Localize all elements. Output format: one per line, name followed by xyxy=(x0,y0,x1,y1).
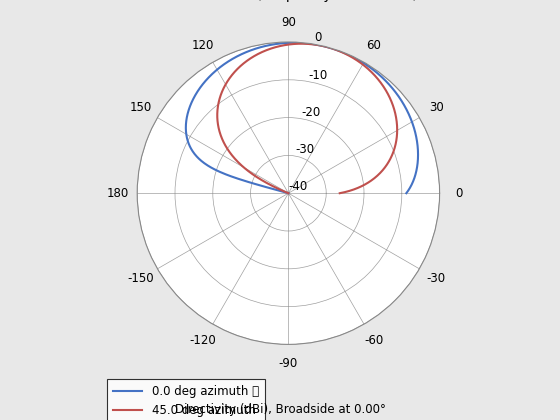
45.0 deg azimuth xyxy=(324,45,331,50)
Text: Directivity (dBi), Broadside at 0.00°: Directivity (dBi), Broadside at 0.00° xyxy=(175,403,385,416)
45.0 deg azimuth xyxy=(223,146,230,151)
Line: 45.0 deg azimuth: 45.0 deg azimuth xyxy=(217,44,397,193)
45.0 deg azimuth xyxy=(218,91,225,96)
0.0 deg azimuth Ⓐ xyxy=(403,191,410,196)
45.0 deg azimuth xyxy=(285,191,292,196)
0.0 deg azimuth Ⓐ xyxy=(312,42,319,47)
0.0 deg azimuth Ⓐ xyxy=(414,148,421,153)
45.0 deg azimuth xyxy=(285,191,292,196)
Legend: 0.0 deg azimuth Ⓐ, 45.0 deg azimuth: 0.0 deg azimuth Ⓐ, 45.0 deg azimuth xyxy=(107,379,265,420)
0.0 deg azimuth Ⓐ xyxy=(324,45,331,50)
45.0 deg azimuth xyxy=(330,46,337,51)
45.0 deg azimuth xyxy=(386,157,393,162)
0.0 deg azimuth Ⓐ xyxy=(330,46,337,51)
Line: 0.0 deg azimuth Ⓐ: 0.0 deg azimuth Ⓐ xyxy=(186,43,418,193)
0.0 deg azimuth Ⓐ xyxy=(183,116,190,121)
45.0 deg azimuth xyxy=(337,191,343,196)
0.0 deg azimuth Ⓐ xyxy=(285,191,292,196)
45.0 deg azimuth xyxy=(218,136,225,141)
0.0 deg azimuth Ⓐ xyxy=(207,74,213,79)
0.0 deg azimuth Ⓐ xyxy=(185,108,192,113)
0.0 deg azimuth Ⓐ xyxy=(285,191,292,196)
Title: Elevation Cut (frequency = 500 MHz): Elevation Cut (frequency = 500 MHz) xyxy=(159,0,418,3)
45.0 deg azimuth xyxy=(312,42,319,47)
